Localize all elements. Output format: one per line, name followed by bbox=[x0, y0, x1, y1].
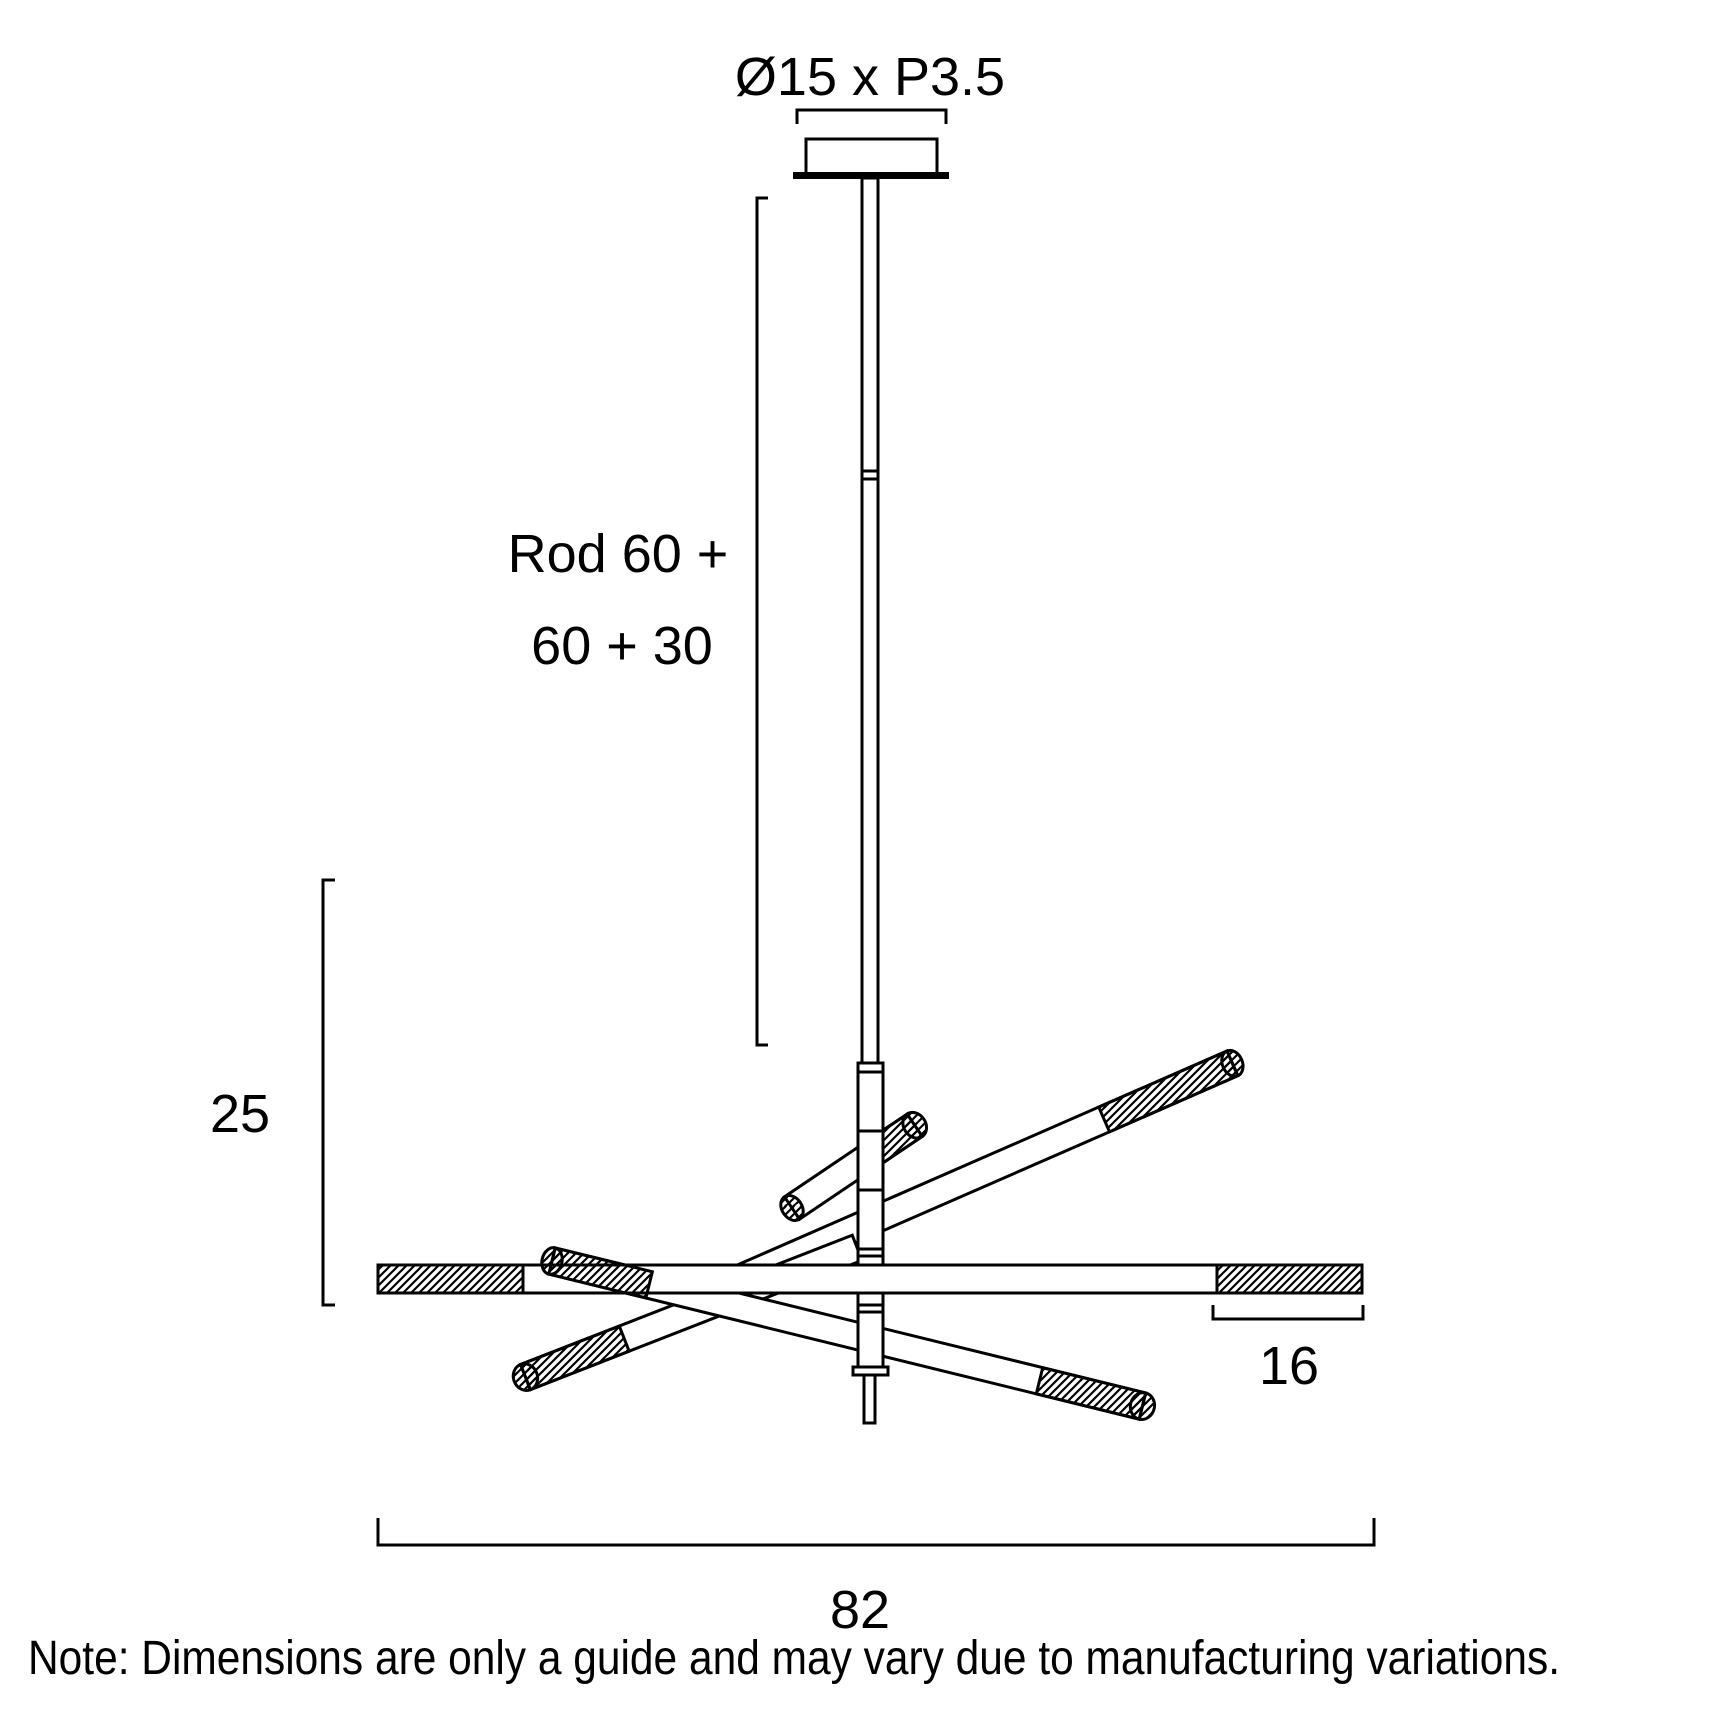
rod-dim-label-line1: Rod 60 + bbox=[508, 524, 729, 584]
hub-column bbox=[851, 1061, 890, 1377]
led-tip bbox=[1034, 1365, 1148, 1421]
tip-cap bbox=[901, 1110, 929, 1140]
tip-cap bbox=[1220, 1048, 1245, 1078]
rod-dim-label-line2: 60 + 30 bbox=[531, 616, 713, 676]
note-text: Note: Dimensions are only a guide and ma… bbox=[28, 1632, 1560, 1685]
height-dim-label: 25 bbox=[210, 1084, 270, 1144]
led-tip-right bbox=[1215, 1263, 1364, 1295]
canopy-dim-label: Ø15 x P3.5 bbox=[735, 47, 1005, 107]
tip-cap bbox=[1128, 1391, 1157, 1421]
rod-length-dim-line bbox=[755, 196, 768, 1047]
canopy bbox=[793, 137, 949, 179]
rod-tube bbox=[860, 176, 880, 1066]
width-dim-line bbox=[376, 1518, 1376, 1547]
suspension-rod bbox=[860, 176, 880, 1066]
tip-cap bbox=[540, 1246, 564, 1276]
led-tip bbox=[1096, 1049, 1240, 1134]
arm-tube bbox=[376, 1263, 1364, 1295]
tip-cap bbox=[511, 1362, 540, 1392]
ceiling-plate bbox=[793, 172, 949, 179]
arm-horizontal-bar bbox=[376, 1263, 1364, 1295]
arm-lower-long-near-tip bbox=[540, 1246, 655, 1300]
tip-dim-line bbox=[1211, 1305, 1365, 1321]
canopy-body bbox=[804, 137, 939, 176]
width-dim-label: 82 bbox=[830, 1580, 890, 1640]
height-dim-line bbox=[321, 878, 335, 1307]
led-tip-left bbox=[376, 1263, 525, 1295]
hub-finial bbox=[862, 1373, 877, 1425]
tip-dim-label: 16 bbox=[1259, 1336, 1319, 1396]
hub-tube bbox=[856, 1061, 885, 1371]
end-cap bbox=[779, 1193, 805, 1223]
canopy-dim-bracket bbox=[795, 108, 948, 124]
